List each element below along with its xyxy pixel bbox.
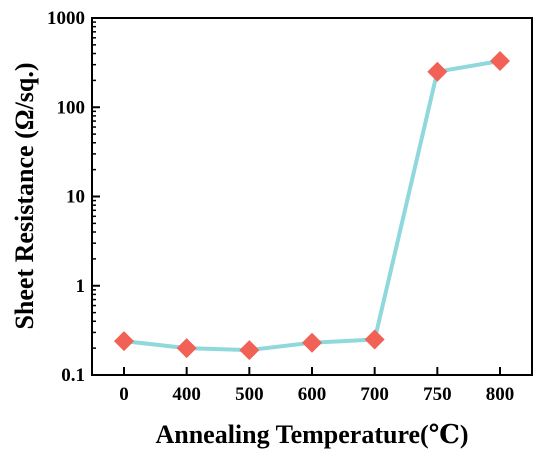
x-tick-label: 700 [360, 384, 389, 405]
data-point-0 [114, 331, 134, 352]
x-tick-label: 750 [423, 384, 452, 405]
y-tick-label: 1 [76, 276, 86, 297]
data-point-700 [364, 329, 385, 350]
x-tick-label: 0 [119, 384, 129, 405]
x-tick-label: 500 [235, 384, 264, 405]
x-tick-label: 600 [298, 384, 327, 405]
y-tick-label: 1000 [47, 8, 85, 29]
y-tick-label: 10 [66, 187, 85, 208]
x-tick-label: 400 [172, 384, 201, 405]
data-point-600 [302, 332, 322, 353]
data-point-750 [427, 61, 448, 82]
plot-area [91, 17, 533, 376]
y-tick-label: 100 [57, 97, 86, 118]
x-axis-title: Annealing Temperature(℃) [155, 420, 468, 449]
series-line [123, 59, 501, 353]
y-axis: 0.1 1 10 100 1000 [47, 8, 100, 386]
data-point-800 [490, 50, 510, 71]
y-tick-label: 0.1 [61, 365, 85, 386]
y-axis-title: Sheet Resistance (Ω/sq.) [10, 62, 39, 329]
data-series [114, 50, 510, 361]
x-axis: 0 400 500 600 700 750 800 [119, 367, 514, 405]
x-tick-label: 800 [486, 384, 515, 405]
plot-frame [91, 17, 533, 376]
data-point-500 [239, 340, 260, 361]
data-point-400 [176, 338, 197, 359]
